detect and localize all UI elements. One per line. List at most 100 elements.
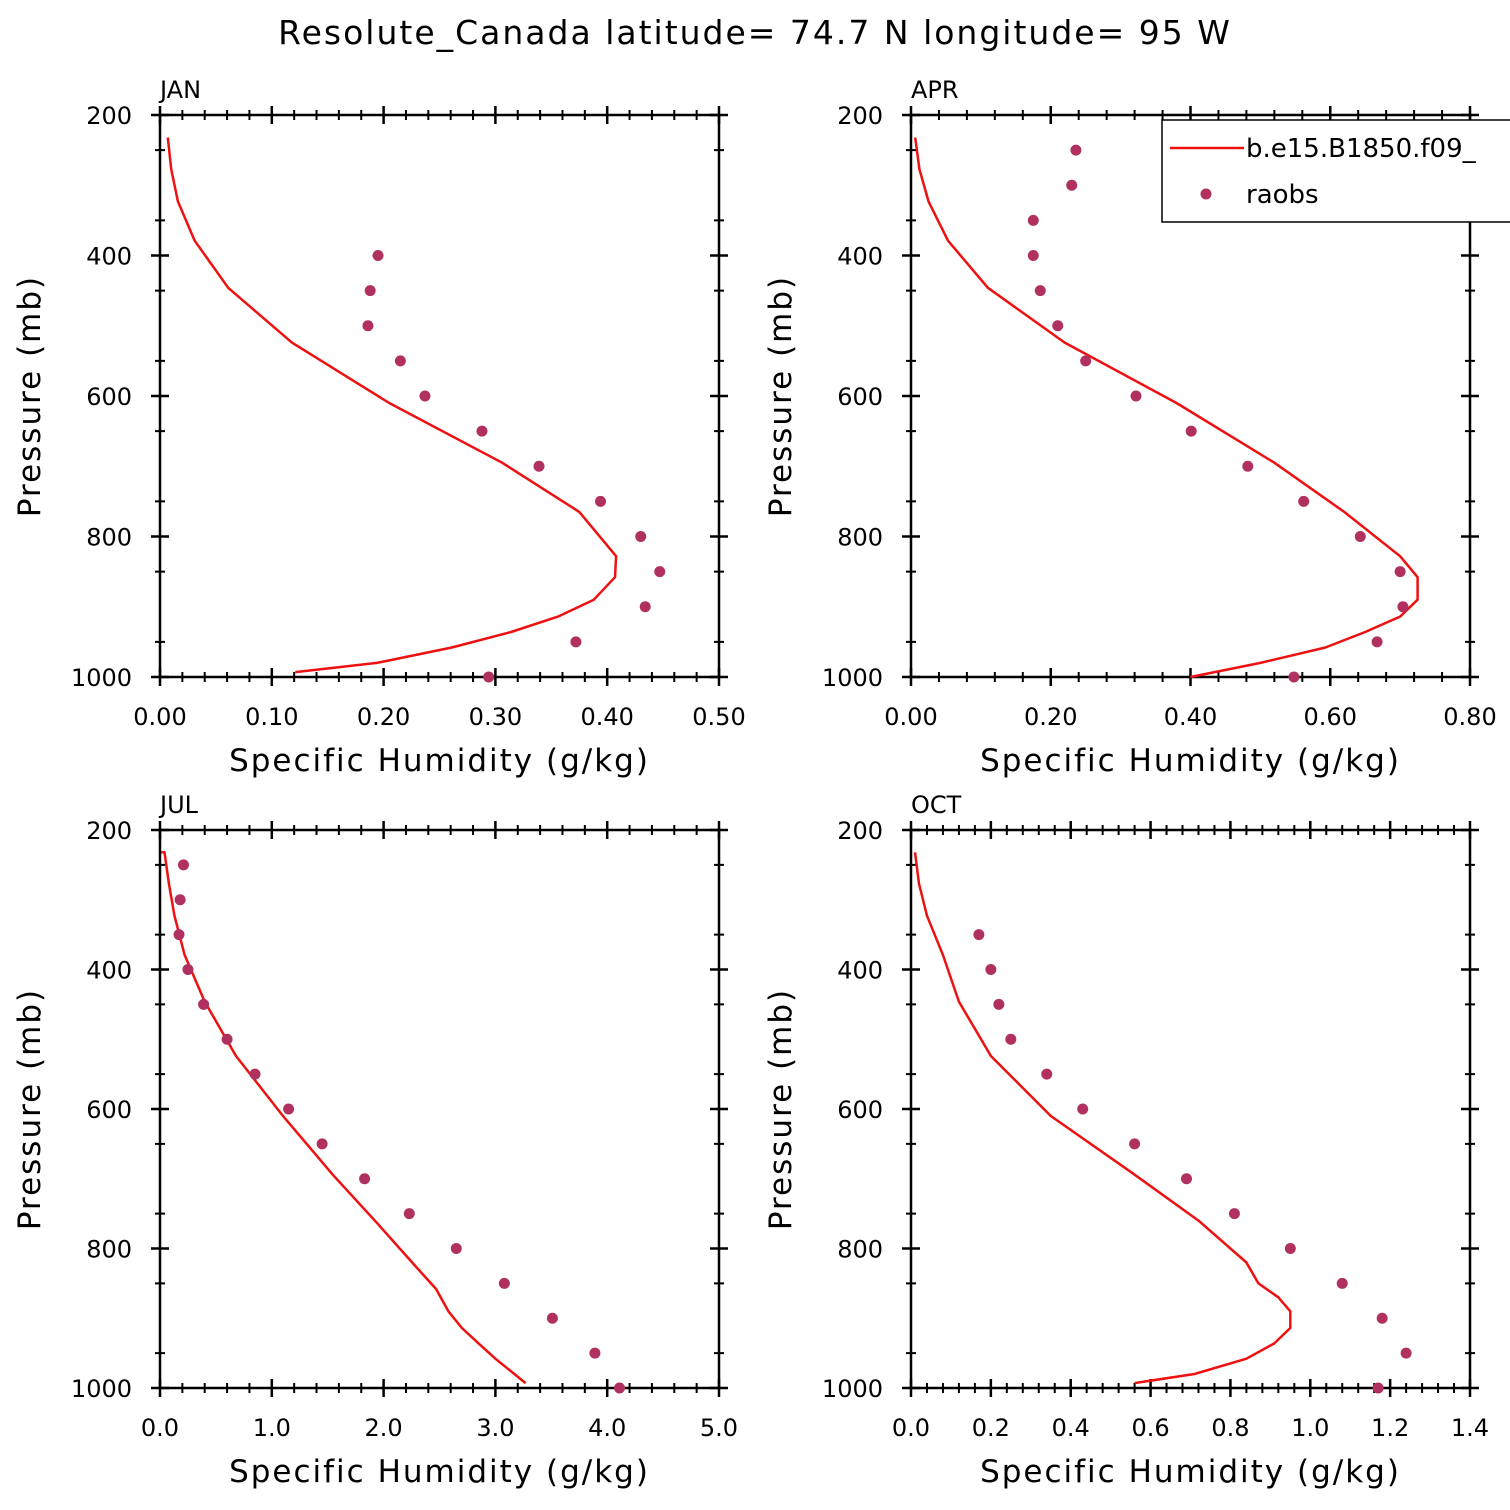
obs-point [173,929,185,941]
x-tick-label: 0.0 [141,1414,179,1442]
y-tick-label: 600 [837,1096,883,1124]
panel-title: APR [911,76,959,104]
x-tick-label: 1.0 [253,1414,291,1442]
legend: b.e15.B1850.f09_raobs [1161,119,1510,223]
y-tick-label: 1000 [71,664,132,692]
legend-obs-label: raobs [1246,180,1319,210]
obs-point [546,1312,558,1324]
obs-point [249,1068,261,1080]
obs-point [362,320,374,332]
x-axis-label: Specific Humidity (g/kg) [980,1454,1401,1490]
obs-point [283,1103,295,1115]
obs-point [589,1347,601,1359]
obs-point [1288,671,1300,683]
x-tick-label: 0.0 [892,1414,930,1442]
x-axis-label: Specific Humidity (g/kg) [229,743,650,779]
obs-point [1354,531,1366,542]
obs-point [985,964,997,975]
y-tick-label: 400 [837,243,883,271]
obs-point [1284,1243,1296,1254]
obs-point [483,671,495,683]
x-tick-label: 0.4 [1052,1414,1090,1442]
panel-title: JUL [158,791,199,819]
x-tick-label: 0.00 [884,703,937,731]
obs-point [177,859,189,871]
obs-point [1394,566,1406,578]
y-axis-label: Pressure (mb) [12,988,48,1230]
obs-point [364,285,376,297]
y-tick-label: 600 [86,1096,132,1124]
legend-box [1161,119,1510,223]
x-tick-label: 0.10 [245,703,298,731]
obs-point [1070,144,1082,156]
x-tick-label: 1.0 [1291,1414,1329,1442]
model-line [166,137,618,674]
y-axis-label: Pressure (mb) [12,275,48,517]
obs-point [1376,1312,1388,1324]
x-tick-label: 0.30 [469,703,522,731]
obs-point [654,566,666,578]
x-tick-label: 0.00 [133,703,186,731]
y-tick-label: 800 [837,524,883,552]
panel-jul: JUL 200 400 600 800 1000 0.0 1.0 2.0 3.0 4.0 5.0 Spe… [12,791,738,1490]
obs-point [1066,179,1078,191]
y-tick-label: 200 [86,817,132,845]
x-tick-label: 0.8 [1211,1414,1249,1442]
x-tick-label: 1.2 [1371,1414,1409,1442]
obs-point [359,1173,371,1185]
y-tick-label: 600 [86,383,132,411]
obs-point [182,964,194,975]
obs-point [1005,1033,1017,1045]
obs-point [635,531,647,542]
y-tick-label: 800 [86,1236,132,1264]
y-tick-label: 1000 [822,1375,883,1403]
obs-point [372,250,384,261]
obs-point [1077,1103,1089,1115]
y-tick-label: 400 [86,243,132,271]
obs-point [1185,425,1197,437]
obs-point [533,460,545,472]
model-line [913,852,1292,1385]
y-tick-label: 400 [86,957,132,985]
plot-frame [158,113,721,679]
obs-point [639,601,651,613]
obs-point [1129,1138,1141,1150]
obs-point [1080,355,1092,367]
page-title: Resolute_Canada latitude= 74.7 N longitu… [278,13,1232,52]
x-tick-label: 0.20 [357,703,410,731]
obs-point [570,636,582,648]
obs-point [1181,1173,1193,1185]
x-tick-label: 0.2 [972,1414,1010,1442]
plot-frame [158,828,721,1390]
y-tick-label: 1000 [71,1375,132,1403]
obs-point [1130,390,1142,402]
obs-point [1034,285,1046,297]
obs-point [594,495,606,507]
x-tick-label: 0.40 [580,703,633,731]
obs-point [1041,1068,1053,1080]
obs-point [394,355,406,367]
obs-point [1298,495,1310,507]
obs-point [403,1208,415,1220]
x-tick-label: 1.4 [1451,1414,1489,1442]
obs-point [476,425,488,437]
panel-title: JAN [158,76,201,104]
y-tick-label: 800 [837,1236,883,1264]
obs-point [1371,636,1383,648]
x-tick-label: 5.0 [700,1414,738,1442]
y-tick-label: 200 [837,817,883,845]
obs-point [221,1033,233,1045]
obs-point [498,1277,510,1289]
model-line [913,137,1419,679]
obs-point [419,390,431,402]
x-tick-label: 0.50 [692,703,745,731]
x-tick-label: 0.60 [1304,703,1357,731]
y-tick-label: 400 [837,957,883,985]
obs-point [613,1382,625,1394]
y-tick-label: 600 [837,383,883,411]
obs-point [1027,214,1039,226]
